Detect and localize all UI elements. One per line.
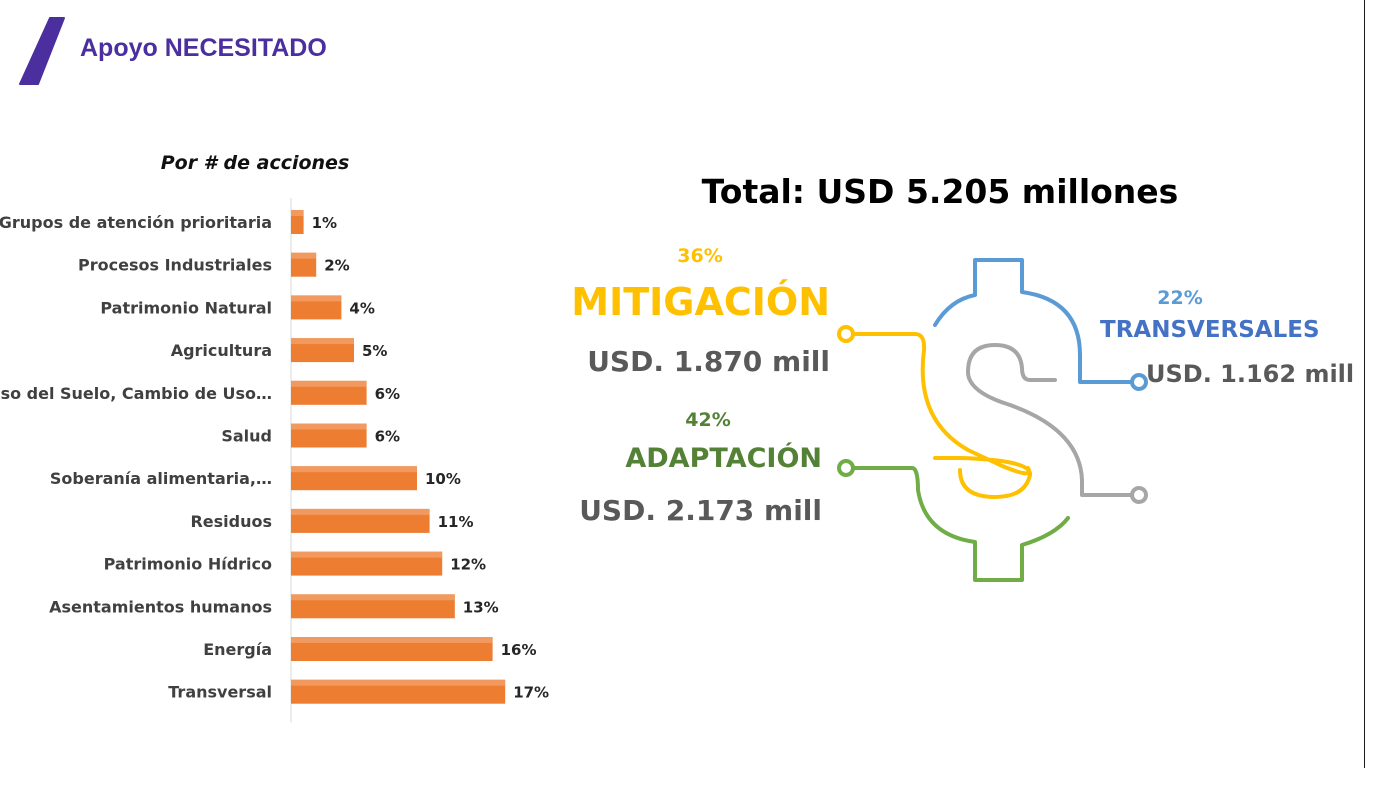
bar-highlight-2 — [291, 252, 317, 259]
value-label-11: 16% — [501, 641, 537, 659]
actions-bar-chart: Grupos de atención prioritaria 1% Procesos… — [0, 198, 549, 723]
value-label-4: 5% — [362, 342, 387, 360]
brand-slash-logo — [19, 17, 65, 85]
value-label-3: 4% — [349, 299, 374, 317]
adaptation-connector-dot — [837, 459, 855, 477]
s-curve-connector-dot — [1130, 486, 1148, 504]
category-label-6: Salud — [221, 427, 272, 446]
adaptation-amount: USD. 2.173 mill — [579, 494, 822, 527]
category-label-3: Patrimonio Natural — [100, 298, 272, 317]
funding-total-title: Total: USD 5.205 millones — [701, 172, 1179, 211]
value-label-6: 6% — [375, 428, 400, 446]
bar-highlight-4 — [291, 338, 354, 345]
page-title: Apoyo NECESITADO — [80, 34, 327, 62]
mitigation-percent: 36% — [677, 245, 723, 267]
value-label-9: 12% — [450, 556, 486, 574]
adaptation-label: ADAPTACIÓN — [625, 443, 822, 474]
bar-highlight-5 — [291, 380, 367, 387]
value-label-12: 17% — [513, 684, 549, 702]
category-label-5: Uso del Suelo, Cambio de Uso… — [0, 384, 272, 403]
transversal-percent: 22% — [1157, 287, 1203, 309]
mitigation-connector-dot — [837, 325, 855, 343]
bar-highlight-9 — [291, 551, 443, 558]
bar-highlight-7 — [291, 466, 417, 473]
value-label-5: 6% — [375, 385, 400, 403]
bar-highlight-3 — [291, 295, 342, 302]
value-label-1: 1% — [312, 214, 337, 232]
bar-highlight-12 — [291, 679, 506, 686]
bar-chart-title: Por # de acciones — [160, 152, 350, 174]
category-label-9: Patrimonio Hídrico — [104, 555, 272, 574]
mitigation-connector-line — [852, 332, 1032, 499]
transversal-connector-line — [933, 258, 1132, 384]
adaptation-connector-line — [852, 466, 1070, 582]
bar-highlight-6 — [291, 423, 367, 430]
dollar-sign-graphic — [837, 258, 1148, 582]
transversal-amount: USD. 1.162 mill — [1146, 360, 1355, 388]
mitigation-amount: USD. 1.870 mill — [587, 345, 830, 378]
category-label-10: Asentamientos humanos — [49, 597, 272, 616]
value-label-8: 11% — [438, 513, 474, 531]
bar-highlight-10 — [291, 594, 455, 601]
category-label-12: Transversal — [168, 683, 272, 702]
value-label-2: 2% — [324, 257, 349, 275]
mitigation-label: MITIGACIÓN — [571, 280, 830, 324]
page-right-rule — [1364, 0, 1365, 768]
value-label-10: 13% — [463, 598, 499, 616]
category-label-7: Soberanía alimentaria,… — [50, 469, 272, 488]
value-label-7: 10% — [425, 470, 461, 488]
category-label-1: Grupos de atención prioritaria — [0, 213, 272, 232]
category-label-8: Residuos — [190, 512, 272, 531]
bar-highlight-8 — [291, 508, 430, 515]
bar-highlight-11 — [291, 637, 493, 643]
s-curve-line — [966, 343, 1132, 497]
category-label-4: Agricultura — [171, 341, 272, 360]
bar-highlight-1 — [291, 210, 304, 216]
category-label-2: Procesos Industriales — [78, 256, 272, 275]
transversal-connector-dot — [1130, 373, 1148, 391]
adaptation-percent: 42% — [685, 409, 731, 431]
category-label-11: Energía — [203, 640, 272, 659]
transversal-label: TRANSVERSALES — [1100, 317, 1320, 343]
